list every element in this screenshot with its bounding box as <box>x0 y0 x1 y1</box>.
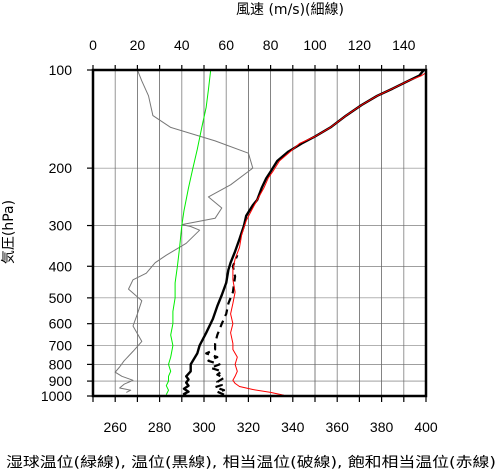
top-tick-label: 100 <box>303 37 327 53</box>
top-tick-label: 60 <box>218 37 234 53</box>
series-line-wind <box>114 69 254 393</box>
left-tick-label: 700 <box>49 338 73 354</box>
bottom-tick-label: 300 <box>192 419 216 435</box>
left-tick-label: 800 <box>49 356 73 372</box>
bottom-tick-label: 340 <box>281 419 305 435</box>
bottom-tick-label: 320 <box>237 419 261 435</box>
top-tick-label: 0 <box>89 37 97 53</box>
series-line-wet_bulb <box>165 69 212 395</box>
bottom-axis-title: 湿球温位(緑線), 温位(黒線), 相当温位(破線), 飽和相当温位(赤線) <box>6 454 496 471</box>
left-tick-label: 900 <box>49 373 73 389</box>
left-tick-label: 300 <box>49 218 73 234</box>
left-tick-label: 200 <box>49 160 73 176</box>
top-tick-label: 120 <box>348 37 372 53</box>
bottom-tick-label: 360 <box>326 419 350 435</box>
left-tick-label: 600 <box>49 316 73 332</box>
top-tick-label: 40 <box>174 37 190 53</box>
left-tick-label: 100 <box>49 62 73 78</box>
bottom-tick-label: 400 <box>414 419 438 435</box>
y-axis-title: 気圧(hPa) <box>1 200 17 264</box>
left-tick-label: 500 <box>49 290 73 306</box>
bottom-axis: 260 280 300 320 340 360 380 400 <box>92 396 438 435</box>
bottom-tick-label: 280 <box>148 419 172 435</box>
top-tick-label: 140 <box>392 37 416 53</box>
top-tick-label: 20 <box>130 37 146 53</box>
plot-frame <box>91 68 428 398</box>
top-axis-title: 風速 (m/s)(細線) <box>236 2 344 18</box>
bottom-tick-label: 260 <box>104 419 128 435</box>
series-line-theta_es <box>230 72 427 396</box>
series-group <box>114 69 427 397</box>
left-tick-label: 1000 <box>41 388 72 404</box>
left-tick-label: 400 <box>49 258 73 274</box>
series-line-theta_e <box>205 254 239 396</box>
series-line-theta <box>182 69 425 397</box>
bottom-tick-label: 380 <box>370 419 394 435</box>
grid <box>92 69 427 397</box>
top-axis: 0 20 40 60 80 100 120 140 <box>89 37 427 70</box>
top-tick-label: 80 <box>263 37 279 53</box>
